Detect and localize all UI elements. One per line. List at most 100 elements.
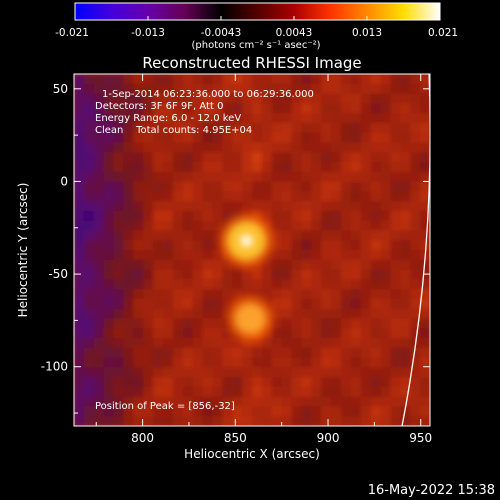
heatmap-cell [281, 142, 293, 153]
heatmap-cell [123, 83, 134, 95]
heatmap-cell [410, 328, 421, 339]
heatmap-cell [103, 308, 115, 320]
heatmap-cell [202, 142, 214, 153]
heatmap-cell [232, 279, 243, 290]
heatmap-cell [123, 103, 134, 114]
heatmap-cell [74, 210, 85, 222]
heatmap-cell [74, 377, 85, 388]
heatmap-cell [420, 230, 430, 241]
heatmap-cell [143, 338, 154, 349]
heatmap-cell [311, 220, 322, 232]
heatmap-cell [163, 210, 174, 222]
heatmap-cell [420, 191, 430, 202]
heatmap-cell [172, 279, 184, 290]
heatmap-cell [271, 220, 283, 232]
heatmap-cell [420, 240, 430, 251]
heatmap-cell [113, 191, 125, 202]
heatmap-cell [321, 93, 332, 104]
heatmap-cell [321, 152, 332, 163]
heatmap-cell [113, 269, 125, 280]
heatmap-cell [420, 93, 430, 104]
heatmap-cell [123, 171, 134, 183]
heatmap-cell [301, 357, 312, 368]
heatmap-cell [163, 269, 174, 280]
heatmap-cell [271, 298, 283, 310]
heatmap-cell [341, 367, 352, 378]
heatmap-cell [93, 122, 105, 134]
heatmap-cell [271, 328, 283, 339]
heatmap-cell [331, 230, 342, 241]
heatmap-cell [271, 74, 283, 85]
heatmap-cell [331, 416, 342, 426]
heatmap-cell [331, 171, 342, 183]
heatmap-cell [93, 279, 105, 290]
heatmap-cell [83, 171, 95, 183]
heatmap-cell [222, 74, 233, 85]
heatmap-cell [143, 279, 154, 290]
heatmap-cell [301, 210, 312, 222]
heatmap-cell [212, 230, 223, 241]
heatmap-cell [281, 318, 293, 329]
heatmap-cell [380, 152, 392, 163]
heatmap-cell [252, 191, 263, 202]
heatmap-cell [360, 289, 372, 300]
heatmap-cell [103, 338, 115, 349]
heatmap-cell [420, 122, 430, 134]
heatmap-cell [192, 93, 204, 104]
heatmap-cell [143, 113, 154, 124]
heatmap-cell [93, 93, 105, 104]
heatmap-cell [261, 132, 273, 144]
heatmap-cell [252, 367, 263, 378]
heatmap-cell [350, 279, 362, 290]
heatmap-cell [133, 347, 144, 359]
heatmap-cell [400, 210, 411, 222]
heatmap-cell [192, 279, 204, 290]
heatmap-cell [212, 210, 223, 222]
heatmap-cell [93, 132, 105, 144]
colorbar: -0.021 -0.013 -0.0043 0.0043 0.013 0.021 (pho… [55, 2, 458, 51]
heatmap-cell [331, 308, 342, 320]
heatmap-cell [74, 181, 85, 192]
heatmap-cell [163, 406, 174, 417]
heatmap-cell [350, 289, 362, 300]
heatmap-cell [380, 83, 392, 95]
heatmap-cell [182, 103, 194, 114]
heatmap-cell [301, 298, 312, 310]
heatmap-cell [291, 396, 303, 408]
heatmap-cell [192, 152, 204, 163]
heatmap-cell [301, 318, 312, 329]
heatmap-cell [192, 122, 204, 134]
heatmap-cell [103, 279, 115, 290]
heatmap-cell [172, 396, 184, 408]
heatmap-cell [222, 377, 233, 388]
heatmap-cell [163, 289, 174, 300]
heatmap-cell [360, 191, 372, 202]
heatmap-cell [341, 289, 352, 300]
heatmap-cell [321, 338, 332, 349]
heatmap-cell [133, 377, 144, 388]
heatmap-cell [370, 113, 382, 124]
heatmap-cell [113, 347, 125, 359]
annotation-time: 1-Sep-2014 06:23:36.000 to 06:29:36.000 [102, 89, 314, 100]
heatmap-cell [143, 328, 154, 339]
heatmap-cell [93, 74, 105, 85]
heatmap-cell [123, 132, 134, 144]
heatmap-cell [212, 103, 223, 114]
heatmap-cell [281, 338, 293, 349]
heatmap-cell [301, 171, 312, 183]
heatmap-cell [163, 83, 174, 95]
heatmap-cell [301, 367, 312, 378]
heatmap-cell [341, 152, 352, 163]
heatmap-cell [133, 259, 144, 271]
heatmap-cell [133, 201, 144, 212]
heatmap-cell [341, 220, 352, 232]
heatmap-cell [103, 142, 115, 153]
heatmap-cell [321, 406, 332, 417]
heatmap-cell [321, 250, 332, 261]
heatmap-cell [341, 171, 352, 183]
heatmap-cell [232, 191, 243, 202]
heatmap-cell [83, 279, 95, 290]
heatmap-cell [410, 152, 421, 163]
heatmap-cell [123, 298, 134, 310]
colorbar-ticks: -0.021 -0.013 -0.0043 0.0043 0.013 0.021 [55, 16, 458, 39]
